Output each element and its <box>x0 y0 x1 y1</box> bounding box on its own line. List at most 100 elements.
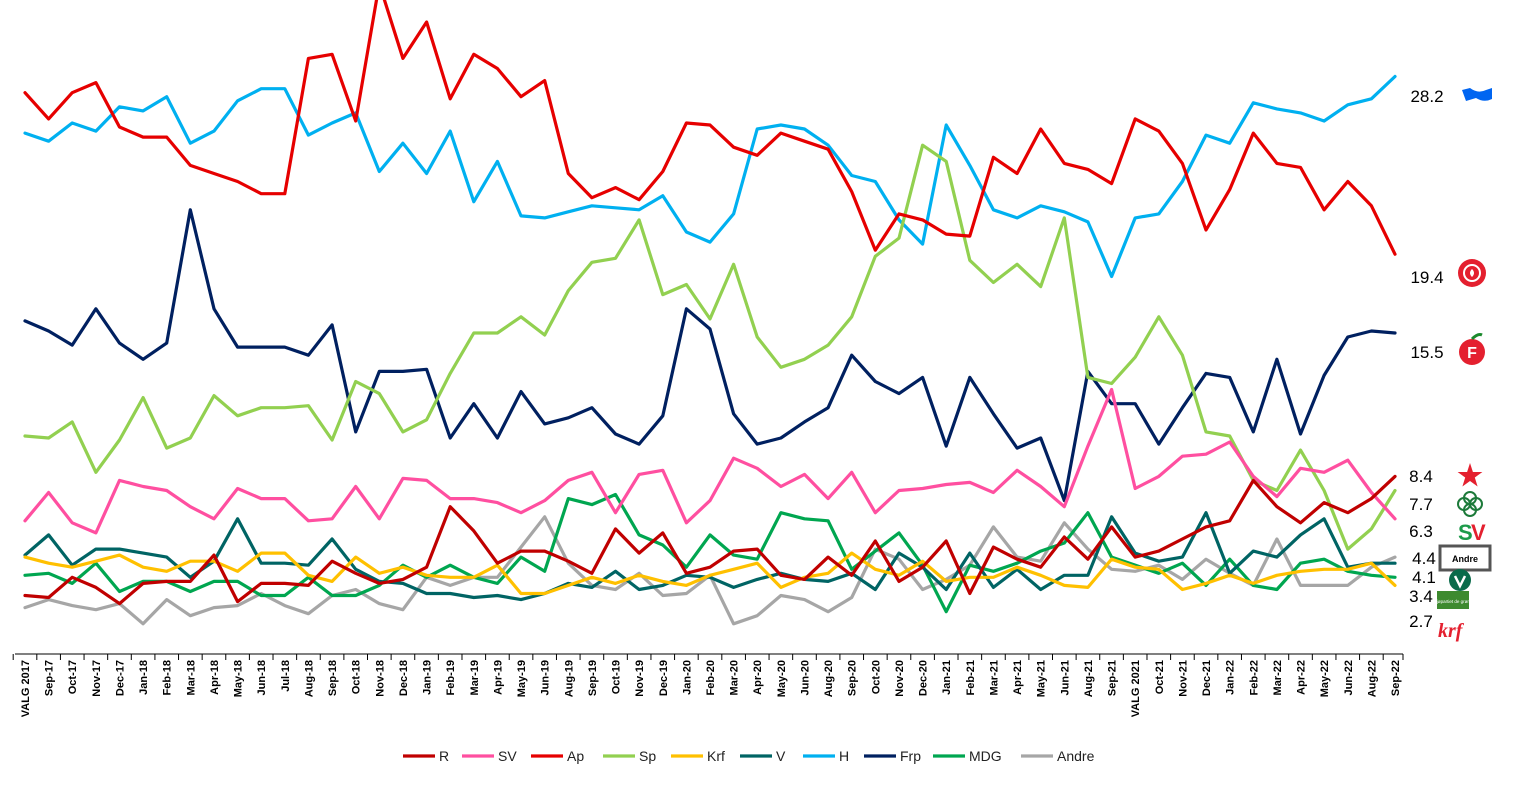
legend-item-r: R <box>403 748 449 764</box>
svg-text:Andre: Andre <box>1452 554 1478 564</box>
legend-label: Sp <box>639 748 656 764</box>
svg-text:V: V <box>1471 520 1486 545</box>
legend-item-v: V <box>740 748 786 764</box>
venstre-logo-icon <box>1449 569 1471 591</box>
clover-logo-icon <box>1457 491 1483 517</box>
x-tick-label: Jan-22 <box>1225 660 1237 695</box>
legend-label: Andre <box>1057 748 1095 764</box>
x-tick-label: Jun-22 <box>1343 660 1355 695</box>
x-tick-label: Apr-21 <box>1012 660 1024 695</box>
x-tick-label: Apr-22 <box>1296 660 1308 695</box>
svg-text:miljøpartiet de grønne: miljøpartiet de grønne <box>1431 599 1475 604</box>
series-line-mdg <box>23 492 1397 614</box>
x-tick-label: Feb-20 <box>705 660 717 695</box>
legend-item-andre: Andre <box>1021 748 1095 764</box>
x-tick-label: Feb-21 <box>965 660 977 695</box>
x-tick-label: Mar-21 <box>988 660 1000 695</box>
x-tick-label: Apr-20 <box>752 660 764 695</box>
end-label-sv: 6.3 <box>1409 522 1433 541</box>
end-value-labels: 28.2 19.4 15.5 8.4 7.7 6.3 4.44.13.4 2.7 <box>1409 87 1443 631</box>
x-tick-label: Oct-18 <box>351 660 363 694</box>
series-line-frp <box>23 208 1397 503</box>
x-tick-label: May-22 <box>1319 660 1331 697</box>
sv-logo-icon: SV <box>1458 520 1486 545</box>
legend-item-frp: Frp <box>864 748 921 764</box>
x-tick-label: May-18 <box>233 660 245 697</box>
x-axis: VALG 2017 Sep-17 Oct-17 Nov-17 Dec-17 Jan-18 F… <box>12 653 1404 717</box>
x-tick-label: Feb-18 <box>162 660 174 695</box>
legend-item-sp: Sp <box>603 748 656 764</box>
x-tick-label: Dec-21 <box>1201 660 1213 696</box>
x-tick-label: Dec-18 <box>398 660 410 696</box>
svg-text:F: F <box>1467 345 1477 362</box>
x-tick-label: VALG 2021 <box>1130 660 1142 717</box>
x-tick-label: Sep-20 <box>847 660 859 696</box>
x-tick-label: Apr-18 <box>209 660 221 695</box>
x-tick-label: Aug-19 <box>563 660 575 697</box>
legend-item-ap: Ap <box>531 748 584 764</box>
series-line-sv <box>23 387 1397 535</box>
legend-item-krf: Krf <box>671 748 725 764</box>
legend: R SV Ap Sp Krf V H Frp MDG Andre <box>403 748 1095 764</box>
x-tick-label: May-21 <box>1036 660 1048 697</box>
x-tick-label: Jun-21 <box>1059 660 1071 695</box>
mdg-logo-icon: miljøpartiet de grønne <box>1431 591 1475 609</box>
x-tick-label: Sep-17 <box>44 660 56 696</box>
frp-apple-logo-icon: F <box>1459 333 1485 365</box>
legend-label: Frp <box>900 748 921 764</box>
hoyre-logo-icon <box>1462 88 1492 101</box>
legend-label: Krf <box>707 748 725 764</box>
end-label-ap: 19.4 <box>1410 268 1443 287</box>
legend-item-sv: SV <box>462 748 517 764</box>
legend-label: H <box>839 748 849 764</box>
legend-label: SV <box>498 748 517 764</box>
series-line-ap <box>23 0 1397 256</box>
party-logos: F SV Andre miljøpartiet de grønne krf <box>1431 88 1492 642</box>
x-tick-label: Sep-22 <box>1390 660 1402 696</box>
x-tick-label: Jan-19 <box>422 660 434 695</box>
x-tick-label: Jul-18 <box>280 660 292 692</box>
series-line-h <box>23 74 1397 279</box>
x-tick-label: Dec-20 <box>918 660 930 696</box>
x-tick-label: Jun-19 <box>540 660 552 695</box>
series-line-sp <box>23 143 1397 551</box>
x-tick-label: Jun-18 <box>256 660 268 695</box>
end-label-v: 4.1 <box>1412 568 1436 587</box>
x-tick-label: Aug-20 <box>823 660 835 697</box>
series-line-v <box>23 511 1397 602</box>
x-tick-label: May-20 <box>776 660 788 697</box>
x-tick-label: Jan-18 <box>138 660 150 695</box>
end-label-mdg: 3.4 <box>1409 587 1433 606</box>
andre-box-icon: Andre <box>1438 544 1492 572</box>
svg-text:S: S <box>1458 520 1473 545</box>
x-tick-label: Sep-18 <box>327 660 339 696</box>
x-tick-label: May-19 <box>516 660 528 697</box>
x-tick-label: Mar-22 <box>1272 660 1284 695</box>
x-tick-label: Aug-18 <box>303 660 315 697</box>
end-label-r: 8.4 <box>1409 467 1433 486</box>
rose-logo-icon <box>1458 259 1486 287</box>
end-label-h: 28.2 <box>1410 87 1443 106</box>
x-tick-label: Nov-17 <box>91 660 103 697</box>
x-tick-label: Dec-17 <box>114 660 126 696</box>
x-tick-label: Nov-21 <box>1177 660 1189 697</box>
end-label-frp: 15.5 <box>1410 343 1443 362</box>
x-tick-label: Feb-19 <box>445 660 457 695</box>
x-tick-label: Mar-20 <box>729 660 741 695</box>
x-tick-label: Nov-18 <box>374 660 386 697</box>
x-tick-label: Apr-19 <box>492 660 504 695</box>
legend-label: V <box>776 748 786 764</box>
x-tick-label: Oct-21 <box>1154 660 1166 694</box>
x-tick-label: Nov-20 <box>894 660 906 697</box>
x-tick-label: Oct-17 <box>67 660 79 694</box>
x-tick-label: Feb-22 <box>1248 660 1260 695</box>
x-tick-label: Jun-20 <box>799 660 811 695</box>
x-tick-label: Oct-20 <box>870 660 882 694</box>
x-tick-label: Jan-20 <box>681 660 693 695</box>
x-tick-label: VALG 2017 <box>20 660 32 717</box>
x-tick-label: Sep-21 <box>1107 660 1119 696</box>
krf-logo-icon: krf <box>1438 620 1465 642</box>
legend-label: R <box>439 748 449 764</box>
x-tick-label: Dec-19 <box>658 660 670 696</box>
